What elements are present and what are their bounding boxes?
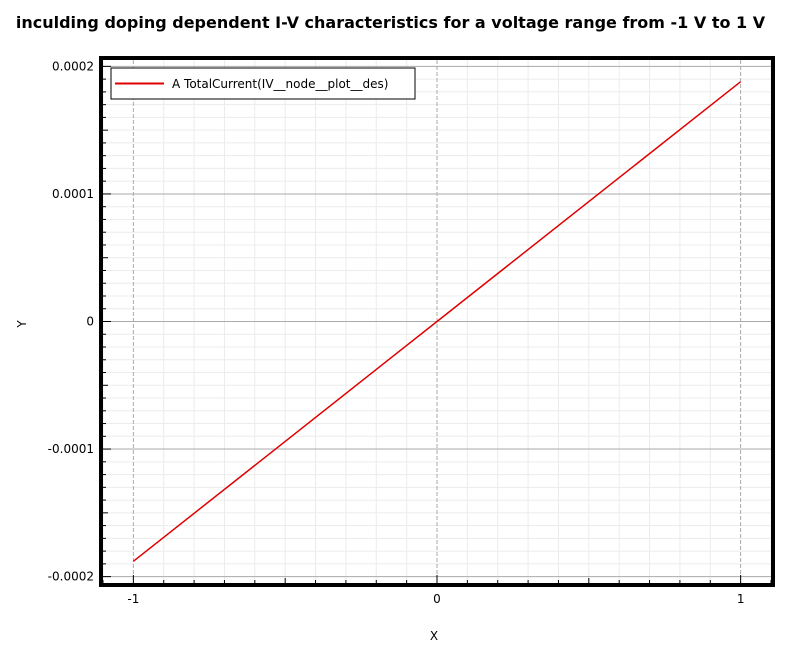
legend-label: A TotalCurrent(IV__node__plot__des) xyxy=(172,77,388,91)
plot-frame xyxy=(99,56,775,587)
y-tick-label: 0.0002 xyxy=(52,59,94,73)
x-tick-label: 0 xyxy=(433,592,441,606)
x-tick-label: 1 xyxy=(737,592,745,606)
series-layer xyxy=(132,81,742,562)
x-axis-label: X xyxy=(430,629,438,643)
series-line xyxy=(132,81,742,562)
y-tick-label: -0.0001 xyxy=(48,442,94,456)
y-axis-label: Y xyxy=(15,320,29,329)
y-tick-label: 0 xyxy=(86,315,94,329)
x-tick-label: -1 xyxy=(127,592,139,606)
ticks-layer: -1 0 1 -0.0002 -0.0001 0 0.0001 0.0002 xyxy=(48,59,772,606)
y-tick-label: -0.0002 xyxy=(48,570,94,584)
chart-title: inculding doping dependent I-V character… xyxy=(15,13,766,32)
legend: A TotalCurrent(IV__node__plot__des) xyxy=(110,67,416,100)
y-tick-label: 0.0001 xyxy=(52,187,94,201)
